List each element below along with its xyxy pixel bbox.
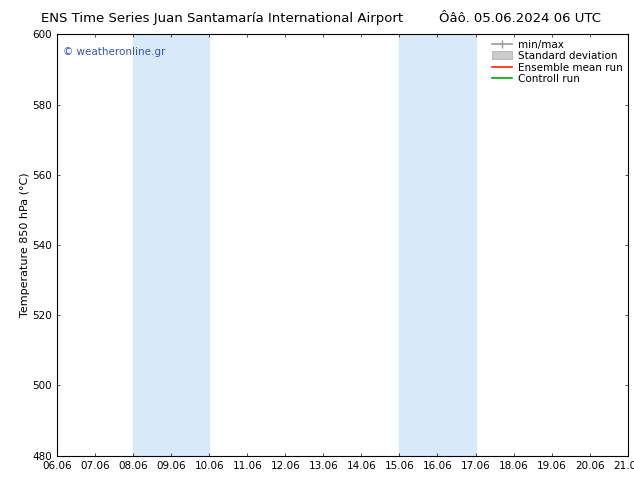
Y-axis label: Temperature 850 hPa (°C): Temperature 850 hPa (°C): [20, 172, 30, 318]
Legend: min/max, Standard deviation, Ensemble mean run, Controll run: min/max, Standard deviation, Ensemble me…: [489, 37, 624, 86]
Text: © weatheronline.gr: © weatheronline.gr: [63, 47, 165, 57]
Bar: [399, 34, 476, 456]
Text: ENS Time Series Juan Santamaría International Airport: ENS Time Series Juan Santamaría Internat…: [41, 12, 403, 25]
Text: Ôâô. 05.06.2024 06 UTC: Ôâô. 05.06.2024 06 UTC: [439, 12, 601, 25]
Bar: [133, 34, 209, 456]
